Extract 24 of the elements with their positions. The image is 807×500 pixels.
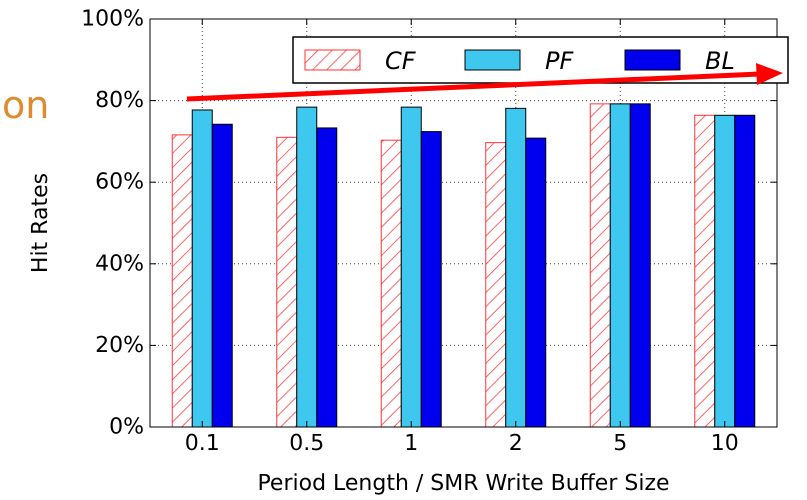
y-tick-label: 40% bbox=[95, 251, 144, 276]
bar bbox=[590, 103, 611, 428]
legend-label: BL bbox=[705, 47, 735, 75]
y-tick-label: 0% bbox=[109, 414, 144, 440]
x-axis-title: Period Length / SMR Write Buffer Size bbox=[257, 471, 670, 496]
x-tick-label: 0.5 bbox=[289, 431, 324, 456]
legend-label: PF bbox=[545, 47, 574, 75]
y-tick-label: 100% bbox=[81, 6, 144, 32]
bar bbox=[485, 142, 506, 428]
bar bbox=[380, 140, 402, 428]
x-tick-label: 1 bbox=[404, 431, 418, 456]
bar bbox=[172, 134, 193, 428]
bar bbox=[276, 136, 298, 428]
y-axis-title: Hit Rates bbox=[28, 172, 53, 274]
x-tick-label: 0.1 bbox=[184, 431, 220, 456]
y-tick-label: 80% bbox=[95, 88, 144, 114]
y-tick-label: 20% bbox=[95, 332, 144, 358]
y-tick-label: 60% bbox=[95, 170, 144, 195]
x-tick-label: 5 bbox=[613, 431, 628, 456]
x-tick-label: 2 bbox=[508, 431, 523, 456]
bar bbox=[694, 114, 716, 428]
x-tick-label: 10 bbox=[710, 431, 739, 456]
legend-label: CF bbox=[385, 47, 417, 75]
text: on bbox=[2, 83, 50, 127]
